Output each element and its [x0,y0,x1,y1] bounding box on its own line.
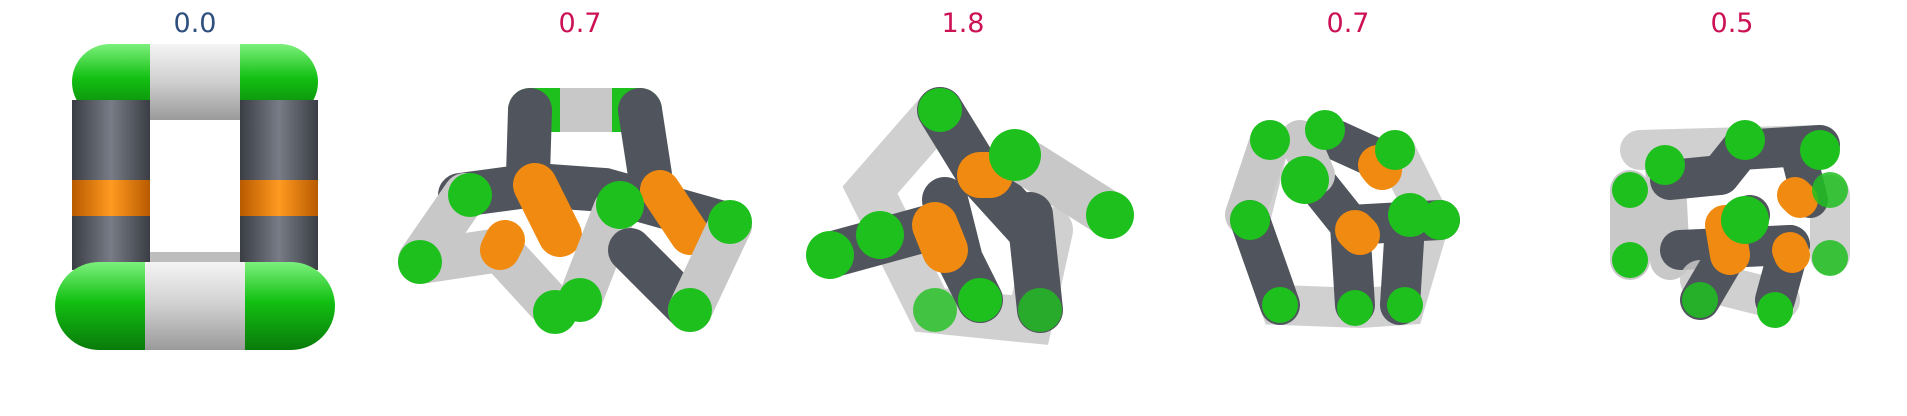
panel-3-label: 1.8 [942,8,985,39]
molecule-square-ring [55,44,335,350]
panel-5-label: 0.5 [1711,8,1754,39]
molecule-cage-tangle [1225,110,1460,329]
molecule-pentagon-tangle [398,88,752,334]
panel-2-label: 0.7 [559,8,602,39]
panel-4-label: 0.7 [1327,8,1370,39]
molecule-knot-tangle [806,87,1134,345]
molecule-box-tangle [1610,120,1850,328]
panel-1-label: 0.0 [174,8,217,39]
